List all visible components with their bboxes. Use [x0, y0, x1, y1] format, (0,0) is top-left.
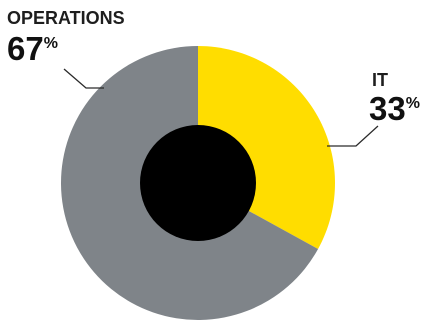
operations-percent-sign: % [44, 35, 58, 52]
it-leader-line [327, 125, 379, 147]
it-category-label: IT [372, 70, 388, 90]
operations-value-label: 67 [7, 30, 44, 67]
operations-percent-label: 67% [7, 30, 58, 67]
it-value-label: 33 [369, 90, 406, 127]
operations-label-group: OPERATIONS 67% [7, 8, 125, 89]
donut-center-hole [140, 125, 256, 241]
it-percent-label: 33% [369, 90, 420, 127]
operations-category-label: OPERATIONS [7, 8, 125, 28]
it-percent-sign: % [406, 95, 420, 112]
it-label-group: IT 33% [327, 70, 420, 147]
operations-leader-line [63, 68, 104, 89]
